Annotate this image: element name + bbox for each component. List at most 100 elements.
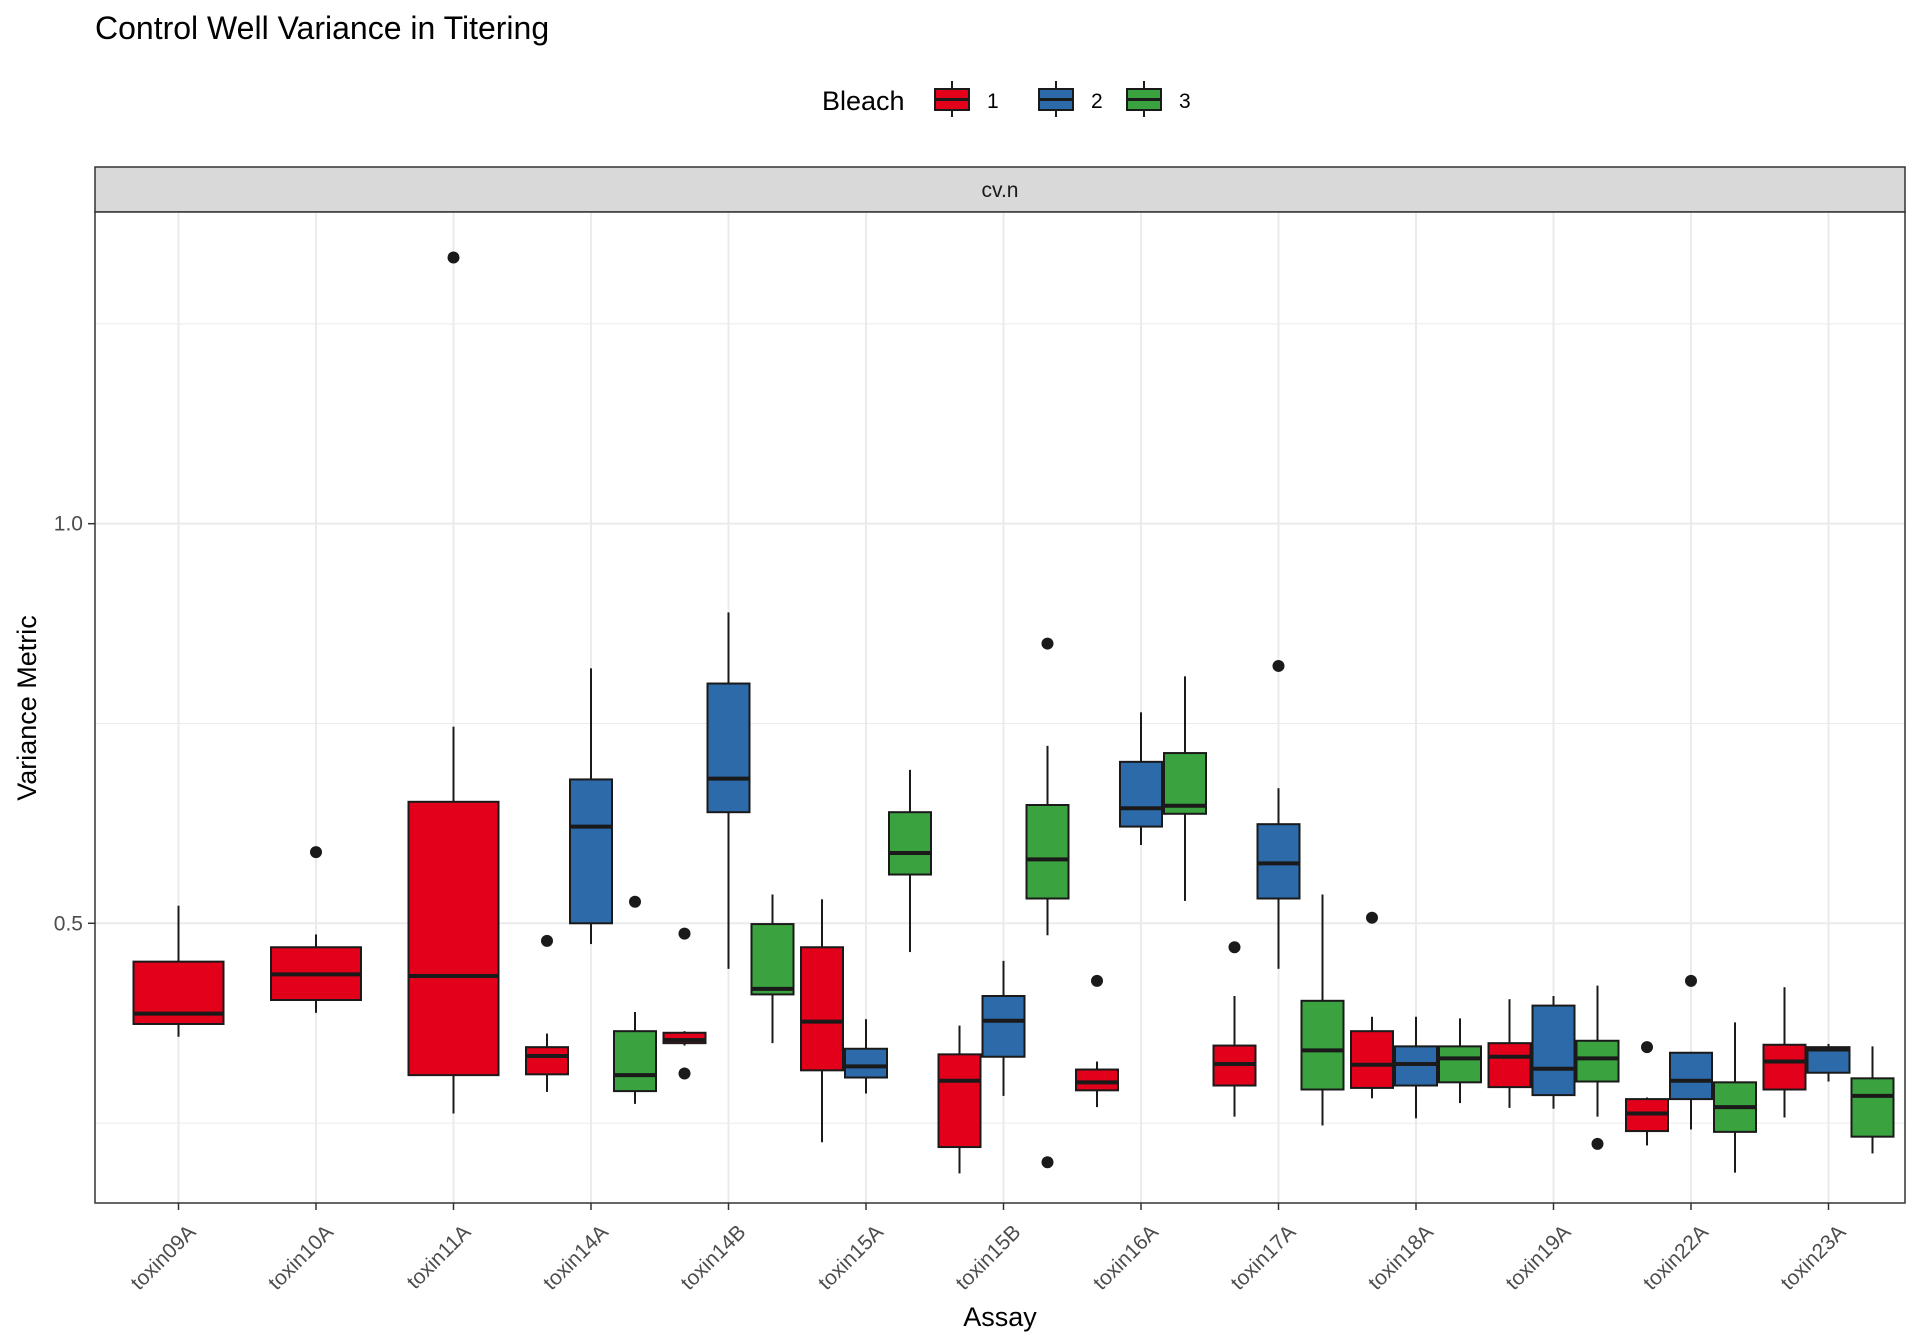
box-toxin10A-bleach-1 (270, 846, 362, 1013)
outlier-point (310, 846, 322, 859)
box-body (1575, 1039, 1620, 1083)
box-toxin16A-bleach-1 (1075, 974, 1119, 1108)
x-tick-label: toxin16A (1089, 1221, 1163, 1295)
legend-label: 2 (1091, 90, 1103, 113)
outlier-point (1641, 1041, 1653, 1054)
box-toxin17A-bleach-2 (1256, 659, 1301, 969)
legend-label: 1 (987, 90, 999, 113)
box-body (981, 995, 1026, 1058)
outlier-point (1272, 659, 1285, 672)
legend-title: Bleach (822, 86, 905, 116)
box-toxin14A-bleach-3 (613, 895, 657, 1104)
box-toxin18A-bleach-3 (1438, 1018, 1482, 1104)
box-toxin15A-bleach-2 (844, 1019, 888, 1094)
box-body (525, 1046, 569, 1076)
box-body (706, 682, 751, 814)
legend-key-2: 2 (1038, 81, 1103, 117)
box-toxin22A-bleach-3 (1713, 1022, 1757, 1173)
box-toxin18A-bleach-2 (1394, 1016, 1438, 1119)
box-toxin15B-bleach-2 (981, 960, 1026, 1096)
outlier-point (541, 934, 553, 947)
panel-border (94, 211, 1906, 1204)
y-axis-title: Variance Metric (12, 615, 42, 801)
box-toxin14A-bleach-1 (525, 934, 569, 1092)
x-tick-label: toxin11A (402, 1221, 475, 1294)
boxes-layer (132, 251, 1895, 1174)
outlier-point (447, 251, 460, 264)
box-body (888, 811, 932, 876)
box-body (1025, 804, 1070, 900)
box-toxin15A-bleach-3 (888, 769, 932, 953)
outlier-point (1685, 974, 1697, 987)
box-toxin09A-bleach-1 (132, 905, 225, 1037)
x-axis: toxin09A toxin10A toxin11A toxin14A toxin14B… (126, 1203, 1850, 1295)
outlier-point (1041, 637, 1054, 650)
box-body (1487, 1042, 1532, 1089)
facet-strip (94, 166, 1906, 213)
box-body (750, 923, 795, 996)
box-toxin14B-bleach-3 (750, 894, 795, 1044)
box-toxin15B-bleach-3 (1025, 637, 1070, 1169)
legend-key-1: 1 (934, 81, 999, 117)
outlier-point (1228, 941, 1241, 954)
outlier-point (1366, 911, 1378, 924)
x-tick-label: toxin22A (1639, 1221, 1713, 1295)
legend-label: 3 (1179, 90, 1191, 113)
x-tick-label: toxin14A (539, 1221, 613, 1295)
box-toxin19A-bleach-1 (1487, 999, 1532, 1108)
box-body (800, 946, 844, 1072)
x-tick-label: toxin19A (1501, 1221, 1575, 1295)
box-body (1350, 1030, 1394, 1089)
box-toxin17A-bleach-1 (1212, 941, 1257, 1117)
x-tick-label: toxin10A (264, 1221, 338, 1295)
outlier-point (1591, 1137, 1604, 1150)
box-body (1531, 1004, 1576, 1097)
box-toxin14A-bleach-2 (569, 668, 613, 945)
box-toxin22A-bleach-1 (1625, 1041, 1669, 1146)
box-toxin23A-bleach-3 (1850, 1046, 1895, 1154)
outlier-point (629, 895, 641, 908)
x-tick-label: toxin09A (126, 1221, 200, 1295)
legend: Bleach 1 2 3 (822, 81, 1191, 117)
y-tick-label: 0.5 (54, 912, 83, 935)
box-body (569, 778, 613, 925)
box-body (1438, 1045, 1482, 1084)
box-toxin14B-bleach-1 (662, 927, 707, 1080)
outlier-point (678, 1067, 691, 1080)
box-toxin19A-bleach-2 (1531, 996, 1576, 1109)
box-toxin16A-bleach-3 (1163, 676, 1207, 901)
box-body (1669, 1051, 1713, 1101)
box-body (1850, 1077, 1895, 1138)
box-body (1300, 999, 1345, 1091)
box-toxin16A-bleach-2 (1119, 712, 1163, 845)
outlier-point (1041, 1156, 1054, 1169)
box-toxin22A-bleach-2 (1669, 974, 1713, 1130)
x-tick-label: toxin18A (1364, 1221, 1438, 1295)
box-toxin15B-bleach-1 (937, 1025, 982, 1174)
box-body (1119, 760, 1163, 828)
facet-strip-label: cv.n (982, 179, 1019, 202)
box-body (1762, 1043, 1807, 1091)
outlier-point (678, 927, 691, 940)
y-tick-label: 1.0 (54, 513, 83, 536)
box-body (1163, 752, 1207, 815)
box-toxin17A-bleach-3 (1300, 894, 1345, 1126)
x-tick-label: toxin15A (814, 1221, 888, 1295)
x-axis-title: Assay (963, 1302, 1037, 1332)
x-tick-label: toxin17A (1226, 1221, 1300, 1295)
box-toxin18A-bleach-1 (1350, 911, 1394, 1099)
box-body (613, 1030, 657, 1093)
x-tick-label: toxin23A (1776, 1221, 1850, 1295)
box-toxin19A-bleach-3 (1575, 985, 1620, 1150)
box-body (937, 1053, 982, 1149)
x-tick-label: toxin14B (676, 1221, 750, 1295)
box-toxin23A-bleach-2 (1806, 1043, 1851, 1082)
box-body (407, 800, 500, 1077)
outlier-point (1091, 974, 1103, 987)
box-body (844, 1047, 888, 1079)
box-toxin11A-bleach-1 (407, 251, 500, 1114)
box-toxin23A-bleach-1 (1762, 987, 1807, 1118)
box-body (1075, 1068, 1119, 1092)
box-toxin15A-bleach-1 (800, 899, 844, 1143)
